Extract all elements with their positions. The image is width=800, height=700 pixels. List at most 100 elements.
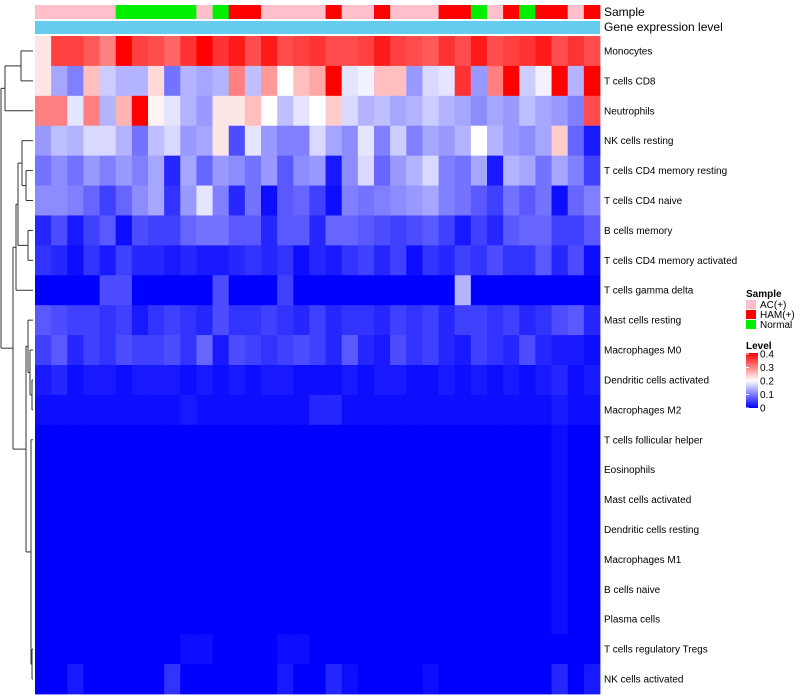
- heatmap-cell: [261, 634, 278, 665]
- heatmap-cell: [422, 604, 439, 635]
- row-label: T cells regulatory Tregs: [604, 645, 708, 656]
- heatmap-cell: [551, 65, 569, 97]
- heatmap-cell: [535, 634, 552, 665]
- heatmap-cell: [99, 454, 117, 486]
- heatmap-cell: [196, 335, 213, 366]
- heatmap-cell: [164, 664, 181, 695]
- heatmap-cell: [35, 65, 52, 97]
- heatmap-cell: [293, 335, 310, 366]
- heatmap-cell: [341, 634, 359, 665]
- heatmap-cell: [67, 275, 84, 306]
- heatmap-cell: [374, 215, 391, 246]
- heatmap-cell: [148, 185, 165, 216]
- heatmap-cell: [99, 185, 117, 216]
- sample-annotation-cell: [67, 5, 84, 19]
- heatmap-cell: [180, 484, 197, 515]
- heatmap-cell: [357, 95, 375, 127]
- heatmap-cell: [583, 514, 601, 545]
- heatmap-cell: [228, 275, 246, 306]
- heatmap-cell: [148, 484, 165, 515]
- heatmap-cell: [164, 65, 181, 97]
- heatmap-cell: [180, 65, 197, 97]
- heatmap-cell: [131, 514, 149, 545]
- heatmap-cell: [228, 484, 246, 515]
- heatmap-cell: [293, 454, 310, 486]
- sample-annotation-cell: [551, 5, 569, 19]
- heatmap-cell: [148, 544, 165, 575]
- heatmap-cell: [148, 215, 165, 246]
- heatmap-cell: [99, 514, 117, 545]
- heatmap-cell: [51, 65, 68, 97]
- row-label: Neutrophils: [604, 106, 655, 117]
- heatmap-cell: [148, 275, 165, 306]
- heatmap-cell: [454, 394, 472, 426]
- heatmap-cell: [519, 664, 536, 695]
- heatmap-cell: [357, 65, 375, 97]
- heatmap-cell: [293, 95, 310, 127]
- heatmap-cell: [309, 65, 326, 97]
- row-label: T cells follicular helper: [604, 435, 703, 446]
- heatmap-cell: [180, 245, 197, 276]
- heatmap-cell: [35, 365, 52, 396]
- heatmap-cell: [519, 185, 536, 216]
- heatmap-cell: [131, 125, 149, 157]
- heatmap-cell: [341, 335, 359, 366]
- heatmap-cell: [325, 634, 343, 665]
- heatmap-cell: [374, 36, 391, 67]
- heatmap-cell: [99, 125, 117, 157]
- heatmap-cell: [454, 335, 472, 366]
- heatmap-cell: [293, 245, 310, 276]
- heatmap-cell: [228, 365, 246, 396]
- heatmap-cell: [583, 125, 601, 157]
- heatmap-cell: [357, 664, 375, 695]
- heatmap-cell: [293, 634, 310, 665]
- heatmap-cell: [164, 245, 181, 276]
- heatmap-cell: [390, 424, 407, 456]
- heatmap-cell: [357, 574, 375, 605]
- heatmap-cell: [406, 65, 423, 97]
- heatmap-cell: [67, 634, 84, 665]
- heatmap-cell: [406, 664, 423, 695]
- sample-annotation-cell: [406, 5, 423, 19]
- heatmap-cell: [244, 574, 262, 605]
- heatmap-cell: [164, 95, 181, 127]
- heatmap-cell: [180, 514, 197, 545]
- heatmap-cell: [567, 664, 585, 695]
- heatmap-cell: [325, 454, 343, 486]
- heatmap-cell: [51, 574, 68, 605]
- heatmap-cell: [390, 36, 407, 67]
- heatmap-cell: [148, 95, 165, 127]
- heatmap-cell: [99, 275, 117, 306]
- heatmap-cell: [390, 634, 407, 665]
- heatmap-cell: [519, 365, 536, 396]
- heatmap-cell: [583, 185, 601, 216]
- heatmap-cell: [551, 215, 569, 246]
- heatmap-cell: [99, 65, 117, 97]
- heatmap-cell: [67, 125, 84, 157]
- heatmap-cell: [551, 514, 569, 545]
- heatmap-cell: [228, 514, 246, 545]
- heatmap-cell: [309, 125, 326, 157]
- heatmap-cell: [535, 454, 552, 486]
- heatmap-cell: [261, 245, 278, 276]
- heatmap-cell: [164, 424, 181, 456]
- heatmap-cell: [470, 245, 488, 276]
- heatmap-cell: [503, 664, 520, 695]
- heatmap-cell: [470, 36, 488, 67]
- heatmap-cell: [406, 634, 423, 665]
- heatmap-cell: [567, 424, 585, 456]
- heatmap-cell: [422, 365, 439, 396]
- heatmap-cell: [422, 574, 439, 605]
- sample-annotation-cell: [583, 5, 601, 19]
- heatmap-cell: [519, 305, 536, 336]
- heatmap-cell: [357, 36, 375, 67]
- heatmap-cell: [277, 36, 294, 67]
- heatmap-cell: [551, 275, 569, 306]
- heatmap-cell: [131, 634, 149, 665]
- heatmap-cell: [196, 424, 213, 456]
- row-labels: Monocytes T cells CD8 Neutrophils NK cells …: [604, 46, 737, 685]
- heatmap-cell: [261, 664, 278, 695]
- row-label: Mast cells activated: [604, 495, 691, 506]
- heatmap-cell: [551, 574, 569, 605]
- heatmap-cell: [503, 544, 520, 575]
